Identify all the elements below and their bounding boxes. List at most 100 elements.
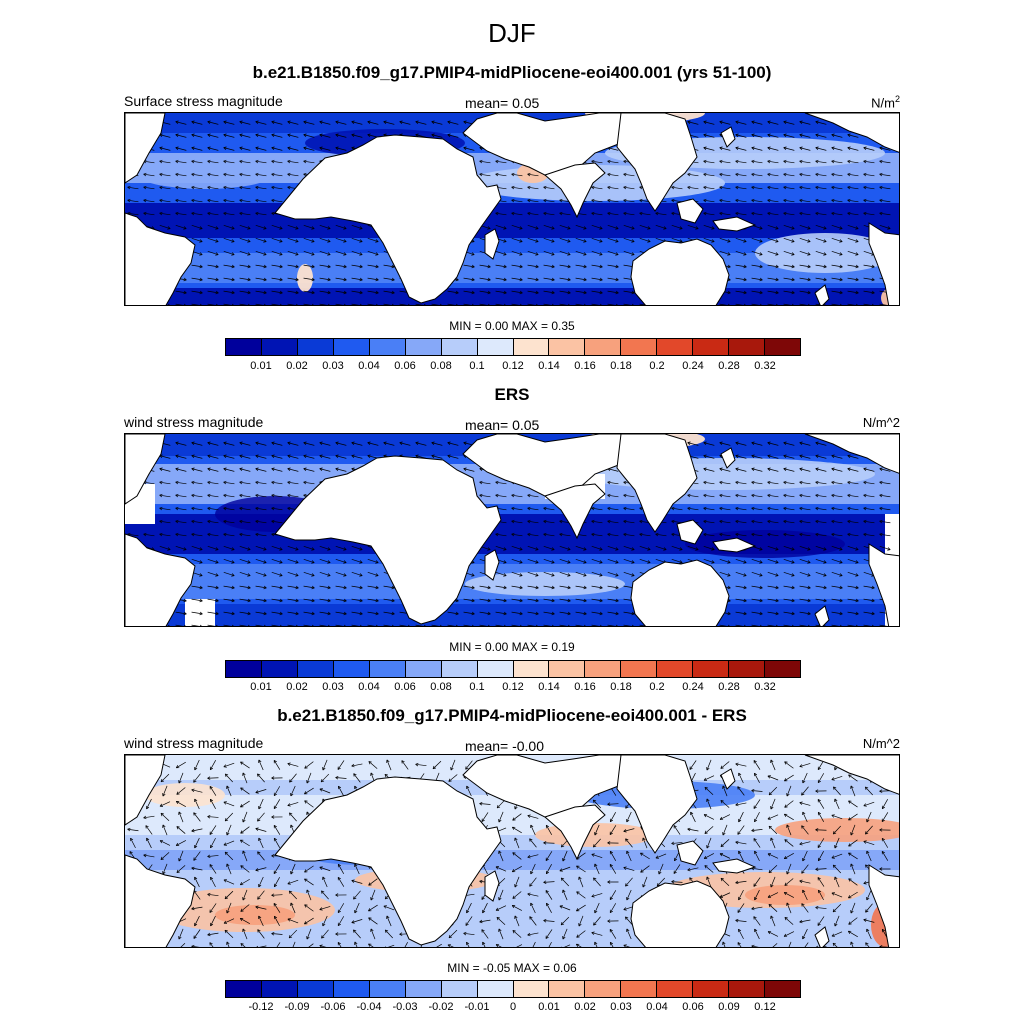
panel3-colorbar-tick-label: -0.01 bbox=[464, 1001, 490, 1013]
panel1-colorbar-swatch bbox=[477, 339, 514, 355]
panel3-colorbar-swatch bbox=[333, 981, 370, 997]
panel2-colorbar-swatch bbox=[369, 661, 406, 677]
panel2-colorbar-tick-label: 0.02 bbox=[286, 681, 308, 693]
panel2-colorbar bbox=[225, 660, 801, 678]
panel3-colorbar-tick-label: -0.09 bbox=[284, 1001, 310, 1013]
panel1-colorbar-tick-label: 0.12 bbox=[502, 360, 524, 372]
panel3-colorbar-tick-label: 0 bbox=[509, 1001, 517, 1013]
panel2-colorbar-tick-label: 0.16 bbox=[574, 681, 596, 693]
panel2-colorbar-swatch bbox=[693, 661, 730, 677]
panel3-colorbar-swatch bbox=[513, 981, 550, 997]
panel1-colorbar-swatch bbox=[261, 339, 298, 355]
panel1-colorbar-swatch bbox=[226, 339, 262, 355]
panel3-colorbar-tick-label: -0.02 bbox=[428, 1001, 454, 1013]
panel1-colorbar-swatch bbox=[369, 339, 406, 355]
panel2-colorbar-tick-label: 0.28 bbox=[718, 681, 740, 693]
panel3-colorbar-swatch bbox=[657, 981, 694, 997]
panel3-colorbar-swatch bbox=[765, 981, 800, 997]
panel2-colorbar-tick-label: 0.24 bbox=[682, 681, 704, 693]
panel2-colorbar-tick-label: 0.1 bbox=[469, 681, 485, 693]
panel1-colorbar-tick-label: 0.2 bbox=[649, 360, 665, 372]
panel1-colorbar-swatch bbox=[333, 339, 370, 355]
panel3-colorbar-swatch bbox=[585, 981, 622, 997]
panel2-colorbar-swatch bbox=[226, 661, 262, 677]
panel1-colorbar-tick-label: 0.03 bbox=[322, 360, 344, 372]
panel3-mean-label: mean= -0.00 bbox=[465, 738, 544, 754]
panel1-mean-label: mean= 0.05 bbox=[465, 95, 540, 111]
panel3-colorbar-tick-label: -0.03 bbox=[392, 1001, 418, 1013]
panel2-colorbar-tick-label: 0.32 bbox=[754, 681, 776, 693]
panel1-variable-label: Surface stress magnitude bbox=[124, 93, 283, 109]
panel3-colorbar bbox=[225, 980, 801, 998]
panel3-colorbar-swatch bbox=[693, 981, 730, 997]
panel3-colorbar-tick-label: 0.06 bbox=[682, 1001, 704, 1013]
panel1-colorbar-tick-label: 0.04 bbox=[358, 360, 380, 372]
panel2-colorbar-swatch bbox=[729, 661, 766, 677]
panel3-colorbar-ticks: -0.12 -0.09 -0.06 -0.04 -0.03 -0.02 -0.01 0 0.01… bbox=[225, 1001, 801, 1015]
panel1-colorbar-ticks: 0.01 0.02 0.03 0.04 0.06 0.08 0.1 0.12 0.14 0.16 0… bbox=[225, 360, 801, 374]
panel3-minmax: MIN = -0.05 MAX = 0.06 bbox=[447, 961, 577, 975]
panel1-colorbar-swatch bbox=[405, 339, 442, 355]
panel1-colorbar-swatch bbox=[549, 339, 586, 355]
panel3-colorbar-tick-label: 0.01 bbox=[538, 1001, 560, 1013]
panel2-colorbar-swatch bbox=[549, 661, 586, 677]
panel3-title: b.e21.B1850.f09_g17.PMIP4-midPliocene-eo… bbox=[277, 706, 747, 725]
panel1-colorbar-swatch bbox=[621, 339, 658, 355]
panel2-colorbar-swatch bbox=[297, 661, 334, 677]
panel1-colorbar-swatch bbox=[513, 339, 550, 355]
panel1-colorbar-tick-label: 0.18 bbox=[610, 360, 632, 372]
panel2-colorbar-tick-label: 0.06 bbox=[394, 681, 416, 693]
panel2-map bbox=[124, 433, 900, 627]
panel2-colorbar-tick-label: 0.01 bbox=[250, 681, 272, 693]
panel2-colorbar-swatch bbox=[261, 661, 298, 677]
panel1-colorbar-tick-label: 0.08 bbox=[430, 360, 452, 372]
panel3-colorbar-tick-label: 0.02 bbox=[574, 1001, 596, 1013]
panel2-map-svg bbox=[125, 434, 899, 626]
panel3-colorbar-swatch bbox=[226, 981, 262, 997]
panel3-colorbar-swatch bbox=[297, 981, 334, 997]
panel1-colorbar-tick-label: 0.02 bbox=[286, 360, 308, 372]
panel1-colorbar bbox=[225, 338, 801, 356]
panel3-colorbar-swatch bbox=[477, 981, 514, 997]
panel1-colorbar-swatch bbox=[657, 339, 694, 355]
panel2-colorbar-tick-label: 0.04 bbox=[358, 681, 380, 693]
panel3-colorbar-swatch bbox=[621, 981, 658, 997]
panel1-colorbar-swatch bbox=[693, 339, 730, 355]
panel2-colorbar-swatch bbox=[621, 661, 658, 677]
panel3-colorbar-swatch bbox=[405, 981, 442, 997]
panel2-colorbar-ticks: 0.01 0.02 0.03 0.04 0.06 0.08 0.1 0.12 0.14 0.16 0… bbox=[225, 681, 801, 695]
panel1-units-exponent: 2 bbox=[894, 94, 900, 104]
figure-season-title: DJF bbox=[488, 18, 536, 48]
panel3-colorbar-tick-label: -0.12 bbox=[248, 1001, 274, 1013]
panel2-colorbar-swatch bbox=[585, 661, 622, 677]
panel1-minmax: MIN = 0.00 MAX = 0.35 bbox=[449, 319, 575, 333]
panel3-colorbar-tick-label: -0.06 bbox=[320, 1001, 346, 1013]
panel2-colorbar-tick-label: 0.12 bbox=[502, 681, 524, 693]
panel3-colorbar-swatch bbox=[261, 981, 298, 997]
panel2-colorbar-swatch bbox=[765, 661, 800, 677]
panel1-title: b.e21.B1850.f09_g17.PMIP4-midPliocene-eo… bbox=[252, 63, 772, 82]
panel2-colorbar-swatch bbox=[477, 661, 514, 677]
panel1-colorbar-swatch bbox=[297, 339, 334, 355]
panel2-colorbar-tick-label: 0.18 bbox=[610, 681, 632, 693]
panel2-colorbar-swatch bbox=[333, 661, 370, 677]
panel2-colorbar-tick-label: 0.14 bbox=[538, 681, 560, 693]
panel1-units-text: N/m bbox=[871, 95, 895, 111]
panel1-colorbar-tick-label: 0.32 bbox=[754, 360, 776, 372]
panel3-colorbar-swatch bbox=[369, 981, 406, 997]
panel1-colorbar-tick-label: 0.06 bbox=[394, 360, 416, 372]
panel1-colorbar-tick-label: 0.16 bbox=[574, 360, 596, 372]
panel1-colorbar-tick-label: 0.01 bbox=[250, 360, 272, 372]
panel1-map bbox=[124, 112, 900, 306]
panel2-colorbar-tick-label: 0.03 bbox=[322, 681, 344, 693]
panel1-units-label: N/m2 bbox=[871, 94, 900, 110]
panel1-colorbar-swatch bbox=[765, 339, 800, 355]
panel1-colorbar-tick-label: 0.28 bbox=[718, 360, 740, 372]
panel2-colorbar-tick-label: 0.08 bbox=[430, 681, 452, 693]
panel2-colorbar-tick-label: 0.2 bbox=[649, 681, 665, 693]
panel1-colorbar-swatch bbox=[585, 339, 622, 355]
panel1-colorbar-swatch bbox=[441, 339, 478, 355]
panel3-variable-label: wind stress magnitude bbox=[124, 735, 264, 751]
panel3-colorbar-tick-label: 0.04 bbox=[646, 1001, 668, 1013]
panel3-map-svg bbox=[125, 755, 899, 947]
